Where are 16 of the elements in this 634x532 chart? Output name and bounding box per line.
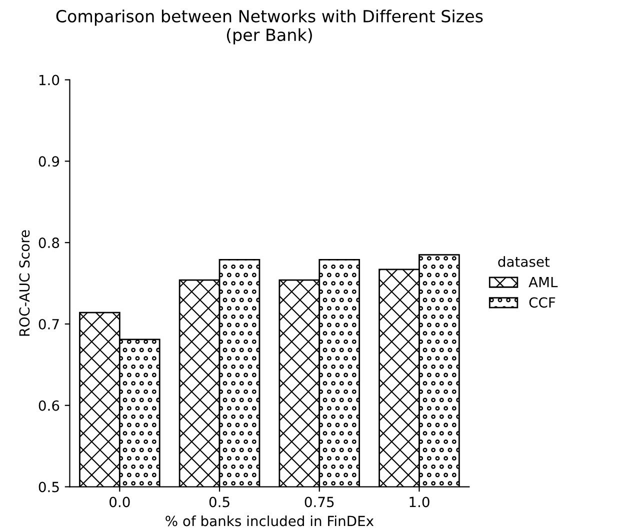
legend-label: AML [528,276,558,288]
y-tick-label: 0.5 [38,482,59,492]
y-tick-label: 0.8 [38,238,60,248]
x-tick-label: 0.75 [304,496,334,508]
y-tick-label: 0.6 [38,400,60,411]
y-tick-label: 0.9 [38,156,60,167]
y-tick-label: 0.7 [38,318,59,330]
legend-label: CCF [529,297,556,308]
x-tick-label: 1.0 [410,496,430,508]
x-tick-label: 0.5 [209,496,230,508]
chart-title: Comparison between Networks with Different Sizes (per Bank) [56,10,483,44]
x-tick-label: 0.0 [110,496,130,508]
y-axis-title: ROC-AUC Score [19,230,30,336]
x-axis-title: % of banks included in FinDEx [166,516,374,526]
legend-title: dataset [498,256,550,267]
y-tick-label: 1.0 [39,74,60,86]
